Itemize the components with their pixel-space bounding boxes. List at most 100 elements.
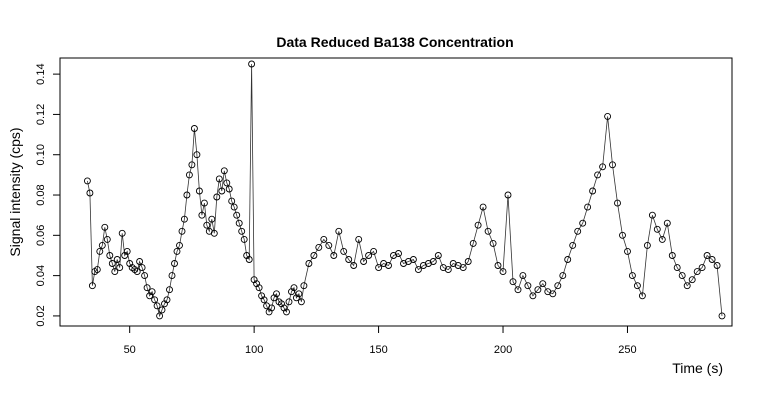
data-point: [111, 268, 119, 276]
data-point: [574, 227, 582, 235]
data-point: [594, 171, 602, 179]
data-point: [83, 177, 91, 185]
data-point: [138, 264, 146, 272]
data-point: [245, 256, 253, 263]
data-point: [141, 272, 149, 280]
data-point: [345, 256, 353, 263]
axes-group: 50 100 150 200 250 0.02 0.04 0.06 0.08 0.10 0.12 0.…: [35, 63, 637, 356]
data-point: [88, 282, 96, 290]
data-point: [370, 247, 378, 255]
data-point: [123, 247, 131, 255]
data-point: [210, 229, 218, 237]
data-point: [335, 227, 343, 235]
data-point: [136, 258, 144, 265]
data-point: [559, 272, 567, 280]
data-point: [305, 260, 313, 267]
data-point: [235, 219, 243, 227]
data-point: [285, 298, 293, 306]
data-point: [176, 241, 183, 249]
data-point: [233, 211, 241, 219]
data-point: [86, 189, 94, 197]
data-point: [648, 211, 656, 219]
data-point: [554, 282, 562, 290]
data-point: [673, 264, 681, 272]
data-point: [297, 298, 305, 306]
data-point: [163, 296, 171, 304]
data-point: [534, 286, 542, 294]
data-point: [609, 161, 616, 169]
data-point: [116, 264, 124, 272]
data-point: [409, 256, 417, 263]
data-point: [225, 185, 233, 193]
series-line: [87, 63, 723, 318]
data-point: [238, 227, 246, 235]
data-point: [173, 247, 181, 255]
x-tick-label: 50: [124, 344, 136, 356]
data-point: [290, 284, 298, 292]
data-point: [429, 258, 437, 265]
data-point: [653, 225, 661, 233]
data-point: [355, 235, 363, 243]
data-point: [539, 280, 547, 288]
data-point: [153, 302, 161, 310]
data-point: [375, 264, 383, 272]
data-point: [325, 241, 333, 249]
data-point: [579, 219, 587, 227]
data-point: [180, 215, 188, 223]
x-tick-label: 100: [245, 344, 263, 356]
data-point: [713, 262, 721, 269]
data-point: [614, 199, 621, 207]
data-point: [459, 264, 467, 272]
data-point: [474, 221, 482, 229]
data-point: [255, 284, 263, 292]
y-tick-label: 0.06: [35, 225, 47, 246]
data-point: [504, 191, 512, 199]
data-point: [223, 179, 231, 187]
y-tick-label: 0.10: [35, 144, 47, 165]
x-tick-label: 250: [618, 344, 636, 356]
data-point: [584, 203, 592, 211]
data-point: [524, 282, 532, 290]
data-point: [668, 252, 676, 259]
data-point: [489, 239, 497, 247]
data-point: [464, 258, 472, 265]
data-point: [185, 171, 193, 179]
data-point: [101, 223, 109, 231]
data-point: [190, 125, 198, 132]
data-point: [148, 288, 156, 296]
data-point: [693, 268, 701, 276]
data-point: [385, 262, 392, 269]
data-point: [171, 260, 178, 267]
data-point: [604, 112, 612, 120]
data-marks: [83, 60, 726, 320]
data-point: [499, 268, 507, 276]
data-point: [683, 282, 691, 290]
data-point: [444, 266, 452, 274]
data-point: [360, 258, 368, 265]
data-point: [484, 227, 492, 235]
data-point: [519, 272, 527, 280]
data-point: [414, 266, 422, 274]
data-point: [93, 266, 101, 274]
x-axis-label: Time (s): [672, 360, 723, 376]
data-point: [395, 250, 402, 257]
data-point: [106, 252, 114, 259]
data-point: [708, 256, 716, 263]
data-point: [166, 286, 173, 294]
data-point: [113, 256, 121, 263]
x-tick-label: 200: [494, 344, 512, 356]
data-point: [268, 304, 276, 312]
data-point: [320, 235, 328, 243]
data-point: [98, 241, 106, 249]
data-point: [628, 272, 636, 280]
data-point: [151, 296, 159, 304]
data-point: [103, 235, 111, 243]
chart-title: Data Reduced Ba138 Concentration: [276, 34, 513, 50]
data-point: [96, 247, 104, 255]
data-point: [143, 284, 151, 292]
data-point: [168, 272, 176, 280]
plot-frame: [59, 57, 733, 327]
data-point: [193, 151, 201, 159]
data-point: [200, 199, 208, 207]
data-point: [663, 219, 671, 227]
